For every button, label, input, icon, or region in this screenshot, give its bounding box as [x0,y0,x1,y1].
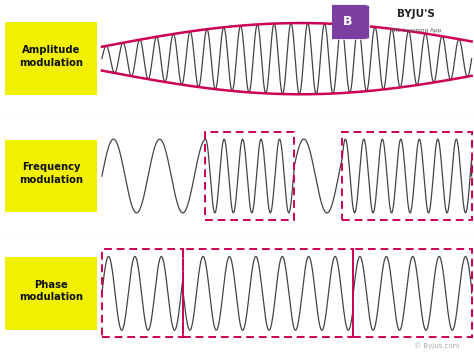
Bar [102,249,183,337]
FancyBboxPatch shape [325,5,370,39]
Bar [342,132,472,220]
Text: Amplitude
modulation: Amplitude modulation [19,45,83,68]
Text: Phase
modulation: Phase modulation [19,280,83,302]
Text: BYJU'S: BYJU'S [397,9,435,19]
Bar [5,257,97,330]
Bar [5,22,97,95]
Bar [353,249,472,337]
Text: © Byjus.com: © Byjus.com [414,342,460,349]
Bar [5,140,97,212]
Text: Frequency
modulation: Frequency modulation [19,163,83,185]
Bar [205,132,294,220]
Text: B: B [342,15,352,28]
Text: The Learning App: The Learning App [390,29,441,33]
Bar [183,249,353,337]
